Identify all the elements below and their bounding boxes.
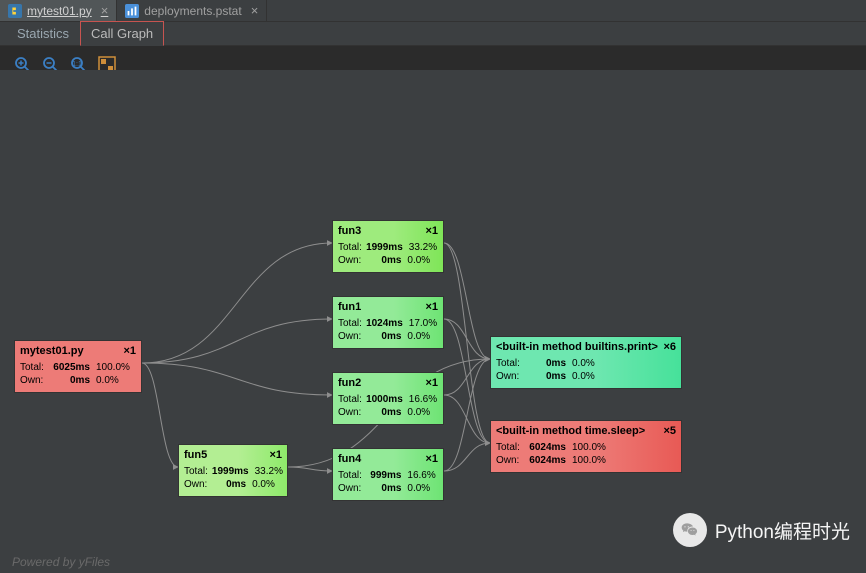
svg-text:1:1: 1:1 [72, 61, 82, 68]
file-tab-label: mytest01.py [27, 4, 92, 18]
wechat-icon [673, 513, 707, 547]
python-file-icon [8, 4, 22, 18]
call-graph-node[interactable]: fun2×1Total:1000ms16.6%Own:0ms0.0% [332, 372, 444, 425]
tab-statistics[interactable]: Statistics [6, 21, 80, 45]
call-graph-node[interactable]: fun5×1Total:1999ms33.2%Own:0ms0.0% [178, 444, 288, 497]
file-tab-label: deployments.pstat [144, 4, 241, 18]
watermark: Python编程时光 [673, 513, 850, 547]
call-graph-canvas[interactable]: mytest01.py×1Total:6025ms100.0%Own:0ms0.… [0, 70, 866, 573]
file-tab-deployments[interactable]: deployments.pstat × [117, 0, 267, 21]
call-graph-node[interactable]: mytest01.py×1Total:6025ms100.0%Own:0ms0.… [14, 340, 142, 393]
file-tab-mytest[interactable]: mytest01.py × [0, 0, 117, 21]
call-graph-node[interactable]: fun3×1Total:1999ms33.2%Own:0ms0.0% [332, 220, 444, 273]
call-graph-node[interactable]: <built-in method builtins.print>×6Total:… [490, 336, 682, 389]
footer-credit: Powered by yFiles [12, 555, 110, 569]
profiler-tab-bar: Statistics Call Graph [0, 22, 866, 46]
call-graph-node[interactable]: <built-in method time.sleep>×5Total:6024… [490, 420, 682, 473]
call-graph-node[interactable]: fun4×1Total:999ms16.6%Own:0ms0.0% [332, 448, 444, 501]
tab-call-graph[interactable]: Call Graph [80, 21, 164, 46]
file-tab-bar: mytest01.py × deployments.pstat × [0, 0, 866, 22]
call-graph-node[interactable]: fun1×1Total:1024ms17.0%Own:0ms0.0% [332, 296, 444, 349]
close-icon[interactable]: × [247, 3, 259, 18]
pstat-file-icon [125, 4, 139, 18]
close-icon[interactable]: × [97, 3, 109, 18]
watermark-text: Python编程时光 [715, 517, 850, 544]
